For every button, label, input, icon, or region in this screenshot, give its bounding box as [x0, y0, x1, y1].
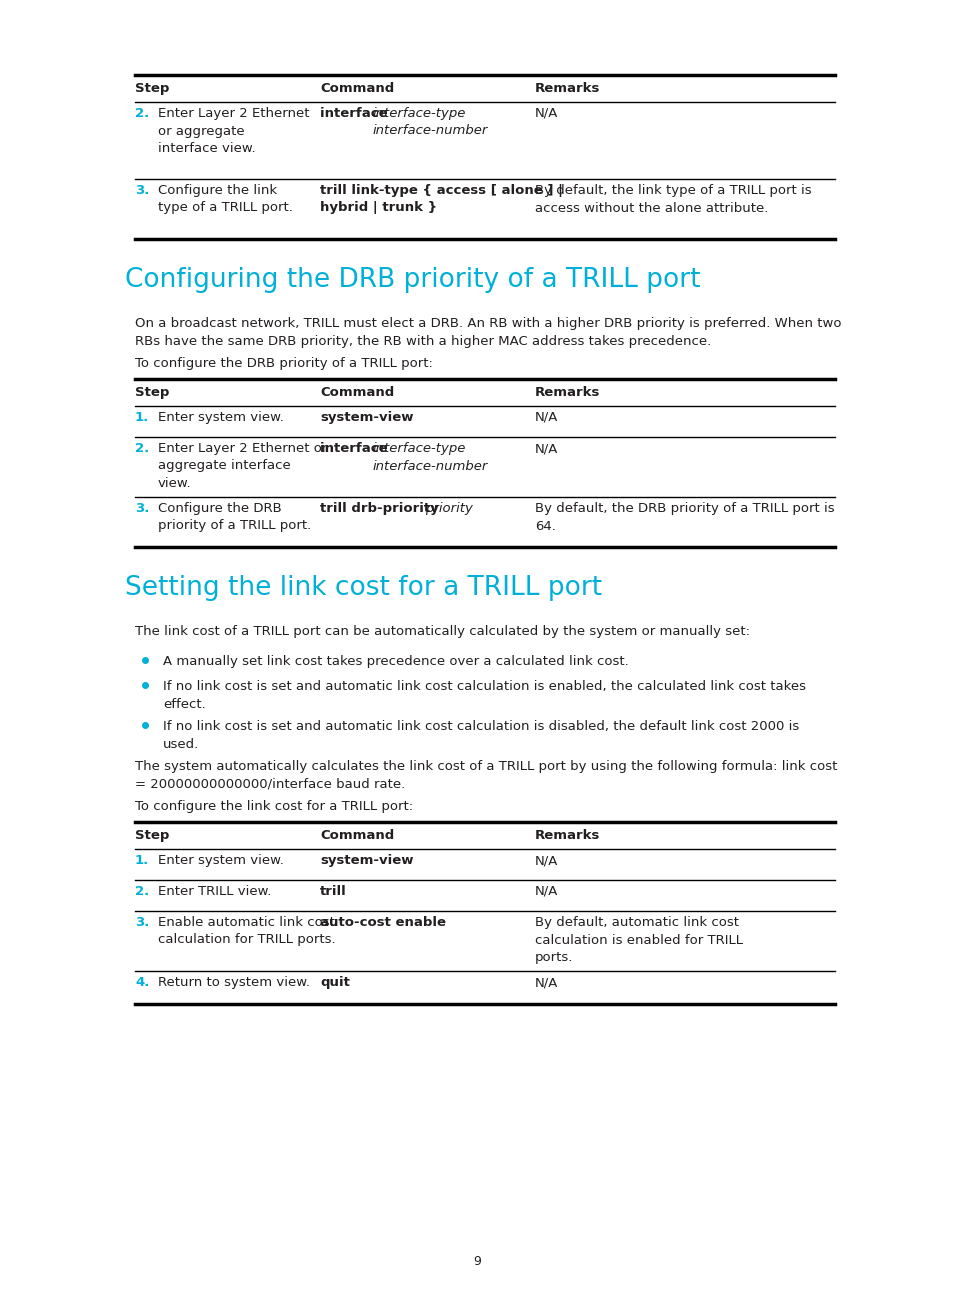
Text: N/A: N/A — [535, 411, 558, 424]
Text: The link cost of a TRILL port can be automatically calculated by the system or m: The link cost of a TRILL port can be aut… — [135, 625, 749, 638]
Text: Setting the link cost for a TRILL port: Setting the link cost for a TRILL port — [125, 575, 601, 601]
Text: 9: 9 — [473, 1255, 480, 1267]
Text: trill drb-priority: trill drb-priority — [319, 502, 443, 515]
Text: By default, the link type of a TRILL port is
access without the alone attribute.: By default, the link type of a TRILL por… — [535, 184, 811, 215]
Text: quit: quit — [319, 976, 350, 989]
Text: system-view: system-view — [319, 411, 413, 424]
Text: On a broadcast network, TRILL must elect a DRB. An RB with a higher DRB priority: On a broadcast network, TRILL must elect… — [135, 318, 841, 347]
Text: 1.: 1. — [135, 854, 149, 867]
Text: interface-type
interface-number: interface-type interface-number — [373, 442, 488, 473]
Text: Remarks: Remarks — [535, 82, 599, 95]
Text: 2.: 2. — [135, 885, 149, 898]
Text: Step: Step — [135, 82, 170, 95]
Text: Step: Step — [135, 386, 170, 399]
Text: Command: Command — [319, 386, 394, 399]
Text: If no link cost is set and automatic link cost calculation is disabled, the defa: If no link cost is set and automatic lin… — [163, 721, 799, 750]
Text: 2.: 2. — [135, 108, 149, 121]
Text: N/A: N/A — [535, 108, 558, 121]
Text: N/A: N/A — [535, 885, 558, 898]
Text: Command: Command — [319, 82, 394, 95]
Text: auto-cost enable: auto-cost enable — [319, 916, 446, 929]
Text: 4.: 4. — [135, 976, 150, 989]
Text: 3.: 3. — [135, 916, 150, 929]
Text: Configure the DRB
priority of a TRILL port.: Configure the DRB priority of a TRILL po… — [158, 502, 311, 533]
Text: If no link cost is set and automatic link cost calculation is enabled, the calcu: If no link cost is set and automatic lin… — [163, 680, 805, 710]
Text: Enter Layer 2 Ethernet or
aggregate interface
view.: Enter Layer 2 Ethernet or aggregate inte… — [158, 442, 327, 490]
Text: N/A: N/A — [535, 976, 558, 989]
Text: Remarks: Remarks — [535, 829, 599, 842]
Text: system-view: system-view — [319, 854, 413, 867]
Text: interface: interface — [319, 108, 392, 121]
Text: Configure the link
type of a TRILL port.: Configure the link type of a TRILL port. — [158, 184, 293, 215]
Text: 3.: 3. — [135, 502, 150, 515]
Text: To configure the link cost for a TRILL port:: To configure the link cost for a TRILL p… — [135, 800, 413, 813]
Text: priority: priority — [424, 502, 473, 515]
Text: By default, the DRB priority of a TRILL port is
64.: By default, the DRB priority of a TRILL … — [535, 502, 834, 533]
Text: Enter system view.: Enter system view. — [158, 411, 284, 424]
Text: Command: Command — [319, 829, 394, 842]
Text: interface-type
interface-number: interface-type interface-number — [373, 108, 488, 137]
Text: Step: Step — [135, 829, 170, 842]
Text: Enter TRILL view.: Enter TRILL view. — [158, 885, 271, 898]
Text: Return to system view.: Return to system view. — [158, 976, 310, 989]
Text: Enable automatic link cost
calculation for TRILL ports.: Enable automatic link cost calculation f… — [158, 916, 335, 946]
Text: Enter Layer 2 Ethernet
or aggregate
interface view.: Enter Layer 2 Ethernet or aggregate inte… — [158, 108, 309, 156]
Text: trill: trill — [319, 885, 346, 898]
Text: 1.: 1. — [135, 411, 149, 424]
Text: 2.: 2. — [135, 442, 149, 455]
Text: A manually set link cost takes precedence over a calculated link cost.: A manually set link cost takes precedenc… — [163, 654, 628, 667]
Text: N/A: N/A — [535, 442, 558, 455]
Text: Configuring the DRB priority of a TRILL port: Configuring the DRB priority of a TRILL … — [125, 267, 700, 293]
Text: Remarks: Remarks — [535, 386, 599, 399]
Text: Enter system view.: Enter system view. — [158, 854, 284, 867]
Text: interface: interface — [319, 442, 392, 455]
Text: The system automatically calculates the link cost of a TRILL port by using the f: The system automatically calculates the … — [135, 759, 837, 791]
Text: By default, automatic link cost
calculation is enabled for TRILL
ports.: By default, automatic link cost calculat… — [535, 916, 742, 964]
Text: N/A: N/A — [535, 854, 558, 867]
Text: 3.: 3. — [135, 184, 150, 197]
Text: trill link-type { access [ alone ] |
hybrid | trunk }: trill link-type { access [ alone ] | hyb… — [319, 184, 562, 215]
Text: To configure the DRB priority of a TRILL port:: To configure the DRB priority of a TRILL… — [135, 356, 433, 369]
